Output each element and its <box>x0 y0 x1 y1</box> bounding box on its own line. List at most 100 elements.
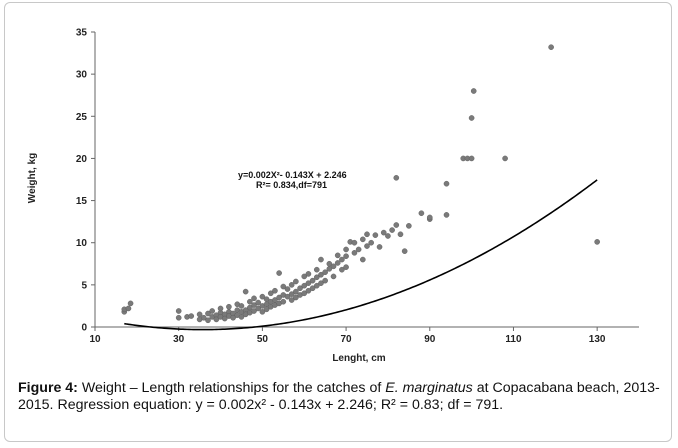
y-tick-label: 5 <box>81 280 87 291</box>
data-point <box>397 231 404 238</box>
data-point <box>297 285 303 292</box>
data-point <box>209 308 215 314</box>
data-point <box>267 290 274 297</box>
data-point <box>343 253 349 260</box>
data-point <box>313 266 320 273</box>
data-point <box>443 212 450 218</box>
data-point <box>263 296 270 302</box>
data-point <box>330 273 337 280</box>
data-point <box>288 291 295 297</box>
x-tick-label: 30 <box>173 334 185 345</box>
data-point <box>360 256 366 263</box>
data-point <box>380 229 387 236</box>
data-point <box>259 293 266 300</box>
data-point <box>406 223 412 229</box>
y-axis-label: Weight, kg <box>27 153 38 203</box>
data-point <box>276 294 282 301</box>
data-point <box>255 305 262 312</box>
data-point <box>125 305 132 312</box>
data-point <box>468 115 475 121</box>
data-point <box>334 260 341 266</box>
data-point <box>284 293 291 300</box>
data-point <box>343 264 349 270</box>
data-point <box>188 313 195 319</box>
x-tick-label: 50 <box>257 334 269 345</box>
data-point <box>175 314 182 321</box>
data-point <box>393 222 400 228</box>
data-point <box>326 260 333 267</box>
data-point <box>313 282 320 289</box>
data-point <box>175 308 182 314</box>
data-point <box>272 287 278 294</box>
data-point <box>200 314 207 321</box>
data-point <box>318 271 324 278</box>
data-point <box>301 290 308 297</box>
regression-curve <box>124 179 598 331</box>
data-point <box>339 256 345 263</box>
x-axis-label: Lenght, cm <box>332 353 385 364</box>
caption-species: E. marginatus <box>385 380 473 396</box>
data-point <box>251 308 257 314</box>
data-point <box>293 288 299 295</box>
data-point <box>322 277 328 284</box>
x-axis-ticks: 10 30 50 70 90 110 130 <box>89 327 606 345</box>
data-point <box>305 271 312 277</box>
data-point <box>343 246 349 253</box>
data-point <box>276 270 282 276</box>
data-point <box>205 317 211 324</box>
data-point <box>372 232 379 238</box>
data-point <box>364 243 370 249</box>
x-tick-label: 70 <box>341 334 353 345</box>
data-point <box>205 310 211 317</box>
data-point <box>305 280 312 286</box>
data-point <box>251 295 257 302</box>
data-point <box>468 155 475 162</box>
data-point <box>301 282 308 289</box>
data-point <box>263 306 270 313</box>
data-point <box>351 239 358 246</box>
data-point <box>355 246 362 253</box>
data-point <box>280 298 287 305</box>
data-point <box>221 315 228 322</box>
data-point <box>238 314 245 320</box>
y-tick-label: 0 <box>81 323 87 334</box>
caption-text-2: at Copacabana beach, 2013-2015. Regressi… <box>18 380 660 413</box>
data-point <box>301 273 308 280</box>
data-point <box>351 250 358 256</box>
data-point <box>226 303 232 310</box>
y-tick-label: 20 <box>76 154 88 165</box>
x-tick-label: 130 <box>589 334 606 345</box>
data-point <box>259 309 266 315</box>
data-point <box>418 210 425 217</box>
figure-frame <box>4 2 672 442</box>
caption-label: Figure 4: <box>18 380 78 396</box>
caption-text-1: Weight – Length relationships for the ca… <box>77 380 386 396</box>
data-point <box>213 316 220 323</box>
data-point <box>305 287 312 294</box>
figure-caption: Figure 4: Weight – Length relationships … <box>18 380 666 414</box>
data-point <box>385 233 391 239</box>
data-point <box>318 280 324 286</box>
data-point <box>238 303 245 309</box>
data-point <box>251 302 257 308</box>
data-point <box>330 263 337 270</box>
x-tick-label: 10 <box>89 334 101 345</box>
x-tick-label: 90 <box>424 334 436 345</box>
data-point <box>426 214 433 221</box>
data-point <box>322 269 328 276</box>
data-point <box>364 231 370 238</box>
data-point <box>127 300 134 307</box>
data-point <box>393 175 400 181</box>
data-point <box>230 314 236 321</box>
y-tick-label: 30 <box>76 70 88 81</box>
data-points <box>121 44 600 324</box>
data-point <box>309 277 316 284</box>
y-tick-label: 15 <box>76 196 88 207</box>
data-point <box>548 44 554 50</box>
data-point <box>196 311 203 318</box>
data-point <box>594 239 600 245</box>
data-point <box>339 266 345 273</box>
data-point <box>284 286 291 292</box>
data-point <box>401 248 408 254</box>
data-point <box>288 282 295 288</box>
